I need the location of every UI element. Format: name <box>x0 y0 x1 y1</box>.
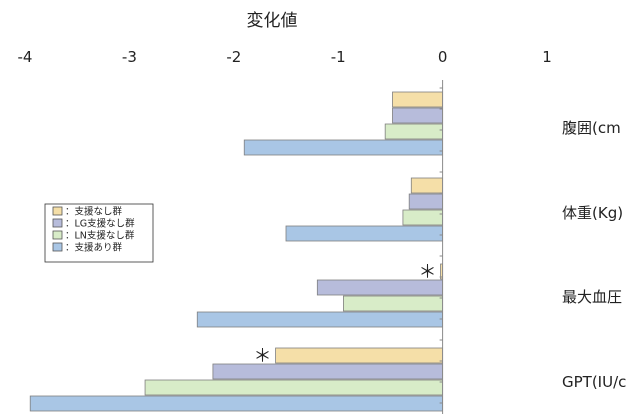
legend: ：支援なし群：LG支援なし群：LN支援なし群：支援あり群 <box>44 203 154 263</box>
x-axis-ticks: -4 -3 -2 -1 0 1 <box>18 48 552 66</box>
x-tick-label: -1 <box>331 48 346 66</box>
bar-3-category-2 <box>402 209 444 226</box>
legend-box <box>44 203 154 263</box>
zero-axis <box>439 80 444 414</box>
bar-3-category-4 <box>144 379 444 396</box>
bar-1-category-4 <box>275 347 443 364</box>
x-tick-label: -3 <box>122 48 137 66</box>
bar-2-category-1 <box>392 107 444 124</box>
bar-marks <box>29 91 444 412</box>
bar-2-category-4 <box>212 363 443 380</box>
bar-3-category-1 <box>384 123 443 140</box>
x-tick-label: -2 <box>226 48 241 66</box>
category-label: 体重(Kg) <box>562 204 623 222</box>
legend-label: ：支援あり群 <box>65 242 123 254</box>
chart-title: 変化値 <box>247 11 298 31</box>
significance-asterisk: ＊ <box>419 262 437 283</box>
significance-annotations: ＊＊ <box>254 262 437 367</box>
category-label: GPT(IU/c <box>562 373 626 391</box>
bar-2-category-2 <box>408 193 443 210</box>
bar-3-category-3 <box>343 295 444 312</box>
x-tick-label: -4 <box>18 48 33 66</box>
category-label: 最大血圧 <box>562 288 622 306</box>
legend-label: ：LG支援なし群 <box>65 218 135 230</box>
legend-swatch <box>52 218 63 228</box>
bar-1-category-1 <box>392 91 444 108</box>
category-labels: 腹囲(cm 体重(Kg) 最大血圧 GPT(IU/c <box>562 119 626 391</box>
category-label: 腹囲(cm <box>562 119 621 137</box>
bar-4-category-2 <box>285 225 444 242</box>
bar-1-category-2 <box>410 177 443 194</box>
significance-asterisk: ＊ <box>254 346 272 367</box>
bar-4-category-4 <box>29 395 444 412</box>
x-tick-label: 0 <box>438 48 448 66</box>
bar-4-category-3 <box>196 311 443 328</box>
legend-label: ：LN支援なし群 <box>65 230 135 242</box>
x-tick-label: 1 <box>542 48 552 66</box>
legend-swatch <box>52 206 63 216</box>
legend-label: ：支援なし群 <box>65 206 123 218</box>
bar-4-category-1 <box>243 139 444 156</box>
legend-swatch <box>52 230 63 240</box>
legend-swatch <box>52 242 63 252</box>
